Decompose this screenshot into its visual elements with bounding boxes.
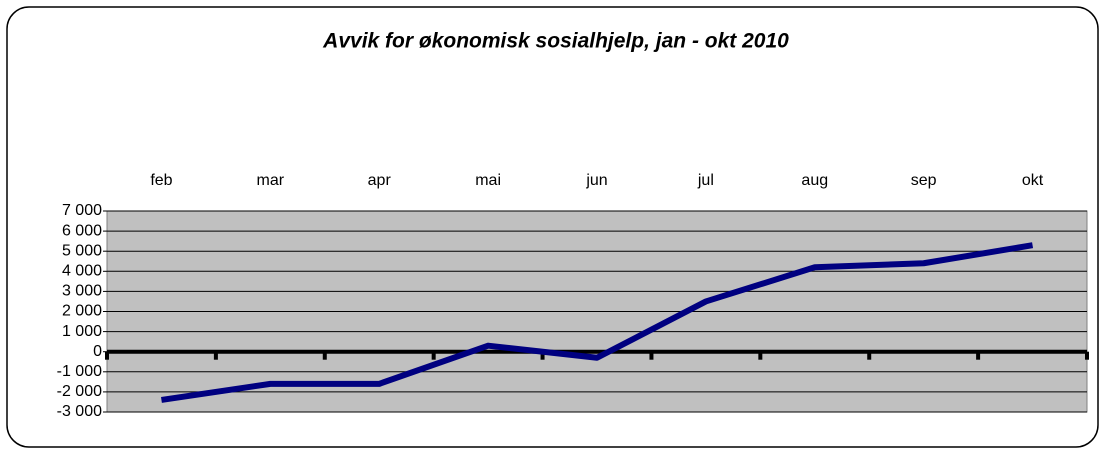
x-tick-label: sep: [911, 172, 937, 189]
y-tick-label: -2 000: [57, 383, 102, 400]
x-tick-label: feb: [150, 172, 172, 189]
y-tick-label: 0: [93, 343, 102, 360]
y-tick-label: 1 000: [62, 323, 102, 340]
y-tick-label: -3 000: [57, 403, 102, 420]
y-tick-label: 6 000: [62, 222, 102, 239]
x-tick-label: mai: [475, 172, 501, 189]
x-tick-label: jun: [585, 172, 607, 189]
y-tick-label: -1 000: [57, 363, 102, 380]
y-tick-label: 4 000: [62, 263, 102, 280]
y-tick-label: 3 000: [62, 283, 102, 300]
y-tick-label: 2 000: [62, 303, 102, 320]
x-tick-label: aug: [801, 172, 828, 189]
x-tick-label: mar: [257, 172, 285, 189]
y-tick-label: 7 000: [62, 202, 102, 219]
y-tick-label: 5 000: [62, 242, 102, 259]
x-tick-label: okt: [1022, 172, 1044, 189]
data-line: [161, 242, 1034, 403]
chart-title: Avvik for økonomisk sosialhjelp, jan - o…: [322, 30, 789, 53]
x-tick-label: apr: [368, 172, 392, 189]
x-tick-label: jul: [697, 172, 714, 189]
